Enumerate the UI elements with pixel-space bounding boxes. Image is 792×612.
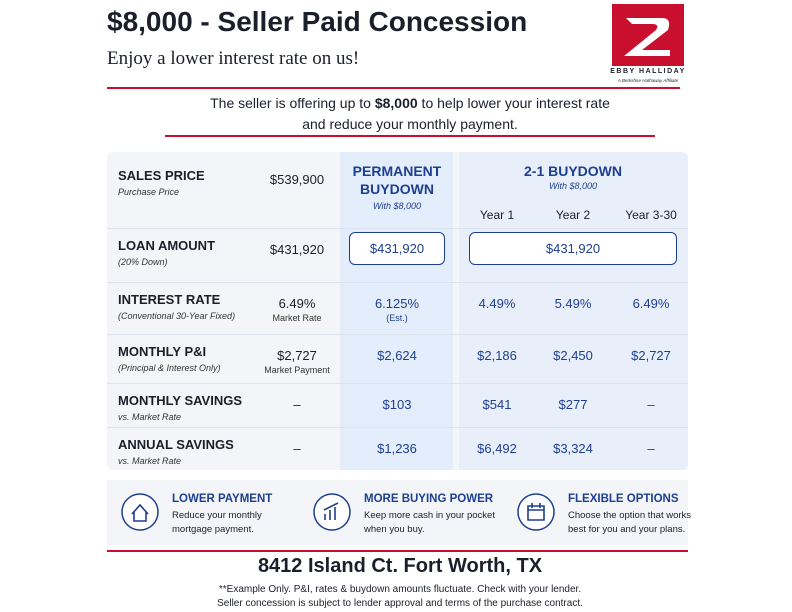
permanent-value: $431,920 xyxy=(349,232,445,265)
permanent-value: $1,236 xyxy=(377,441,417,456)
logo-tagline: A Berkshire Hathaway Affiliate xyxy=(617,78,679,83)
row-sublabel: vs. Market Rate xyxy=(118,456,182,466)
row-divider xyxy=(107,228,688,229)
divider xyxy=(107,87,680,89)
intro-text: to help lower your interest rate xyxy=(417,95,610,111)
row-label: MONTHLY SAVINGS xyxy=(118,393,243,408)
col-subtitle: With $8,000 xyxy=(373,201,421,211)
year-value: 6.49% xyxy=(632,296,670,311)
buydown-value: $431,920 xyxy=(469,232,677,265)
footnote: **Example Only. P&I, rates & buydown amo… xyxy=(218,584,582,595)
year-value: 4.49% xyxy=(478,296,516,311)
permanent-col xyxy=(340,152,453,470)
row-sublabel: (20% Down) xyxy=(118,257,168,267)
intro-text: The seller is offering up to xyxy=(210,95,375,111)
intro-line: The seller is offering up to $8,000 to h… xyxy=(210,95,610,111)
year-value: – xyxy=(647,397,655,412)
row-label: SALES PRICE xyxy=(118,168,205,183)
row-sublabel: vs. Market Rate xyxy=(118,412,182,422)
divider xyxy=(107,550,688,552)
market-note: Market Rate xyxy=(272,313,322,323)
subtitle: Enjoy a lower interest rate on us! xyxy=(107,48,360,69)
feature-desc: Reduce your monthly xyxy=(172,510,262,521)
address: 8412 Island Ct. Fort Worth, TX xyxy=(257,555,543,577)
market-value: – xyxy=(293,397,301,412)
feature-icon xyxy=(517,493,555,531)
row-divider xyxy=(107,427,688,428)
row-divider xyxy=(107,383,688,384)
permanent-value: $103 xyxy=(382,397,412,412)
year-value: $6,492 xyxy=(477,441,517,456)
year-value: $541 xyxy=(482,397,512,412)
row-sublabel: (Principal & Interest Only) xyxy=(118,363,221,373)
feature-title: LOWER PAYMENT xyxy=(172,493,273,505)
col-title: BUYDOWN xyxy=(360,181,434,197)
year-header: Year 1 xyxy=(479,208,515,222)
market-note: Market Payment xyxy=(264,365,330,375)
row-label: LOAN AMOUNT xyxy=(118,238,216,253)
permanent-value: $2,624 xyxy=(377,348,417,363)
year-value: $3,324 xyxy=(553,441,593,456)
logo-name: EBBY HALLIDAY xyxy=(610,68,686,75)
buydown-col xyxy=(459,152,688,470)
market-value: $431,920 xyxy=(269,242,325,257)
year-value: $2,186 xyxy=(477,348,517,363)
feature-desc: mortgage payment. xyxy=(172,524,254,535)
col-subtitle: With $8,000 xyxy=(549,181,597,191)
year-header: Year 2 xyxy=(555,208,591,222)
permanent-note: (Est.) xyxy=(386,313,408,323)
year-header: Year 3-30 xyxy=(625,208,677,222)
divider xyxy=(165,135,655,137)
col-title: 2-1 BUYDOWN xyxy=(523,163,623,179)
feature-icon xyxy=(313,493,351,531)
permanent-value: 6.125% xyxy=(374,296,420,311)
row-label: INTEREST RATE xyxy=(118,292,221,307)
market-value: 6.49% xyxy=(278,296,316,311)
footnote: Seller concession is subject to lender a… xyxy=(217,598,583,609)
year-value: $2,450 xyxy=(553,348,593,363)
year-value: $2,727 xyxy=(631,348,671,363)
row-label: ANNUAL SAVINGS xyxy=(118,437,234,452)
feature-desc: best for you and your plans. xyxy=(568,524,686,535)
row-divider xyxy=(107,282,688,283)
year-value: – xyxy=(647,441,655,456)
logo xyxy=(612,4,684,66)
row-label: MONTHLY P&I xyxy=(118,344,207,359)
market-value: – xyxy=(293,441,301,456)
features-band xyxy=(107,480,688,545)
feature-desc: Keep more cash in your pocket xyxy=(364,510,495,521)
feature-desc: Choose the option that works xyxy=(568,510,692,521)
row-divider xyxy=(107,334,688,335)
title: $8,000 - Seller Paid Concession xyxy=(107,6,528,37)
market-value: $2,727 xyxy=(277,348,317,363)
feature-desc: when you buy. xyxy=(364,524,425,535)
row-sublabel: (Conventional 30-Year Fixed) xyxy=(118,311,236,321)
feature-icon xyxy=(121,493,159,531)
row-sublabel: Purchase Price xyxy=(118,187,180,197)
year-value: 5.49% xyxy=(554,296,592,311)
market-value: $539,900 xyxy=(269,172,325,187)
col-title: PERMANENT xyxy=(352,163,442,179)
feature-title: FLEXIBLE OPTIONS xyxy=(568,493,679,505)
year-value: $277 xyxy=(558,397,588,412)
intro-line: and reduce your monthly payment. xyxy=(302,116,518,132)
feature-title: MORE BUYING POWER xyxy=(364,493,494,505)
intro-amount: $8,000 xyxy=(374,95,418,111)
